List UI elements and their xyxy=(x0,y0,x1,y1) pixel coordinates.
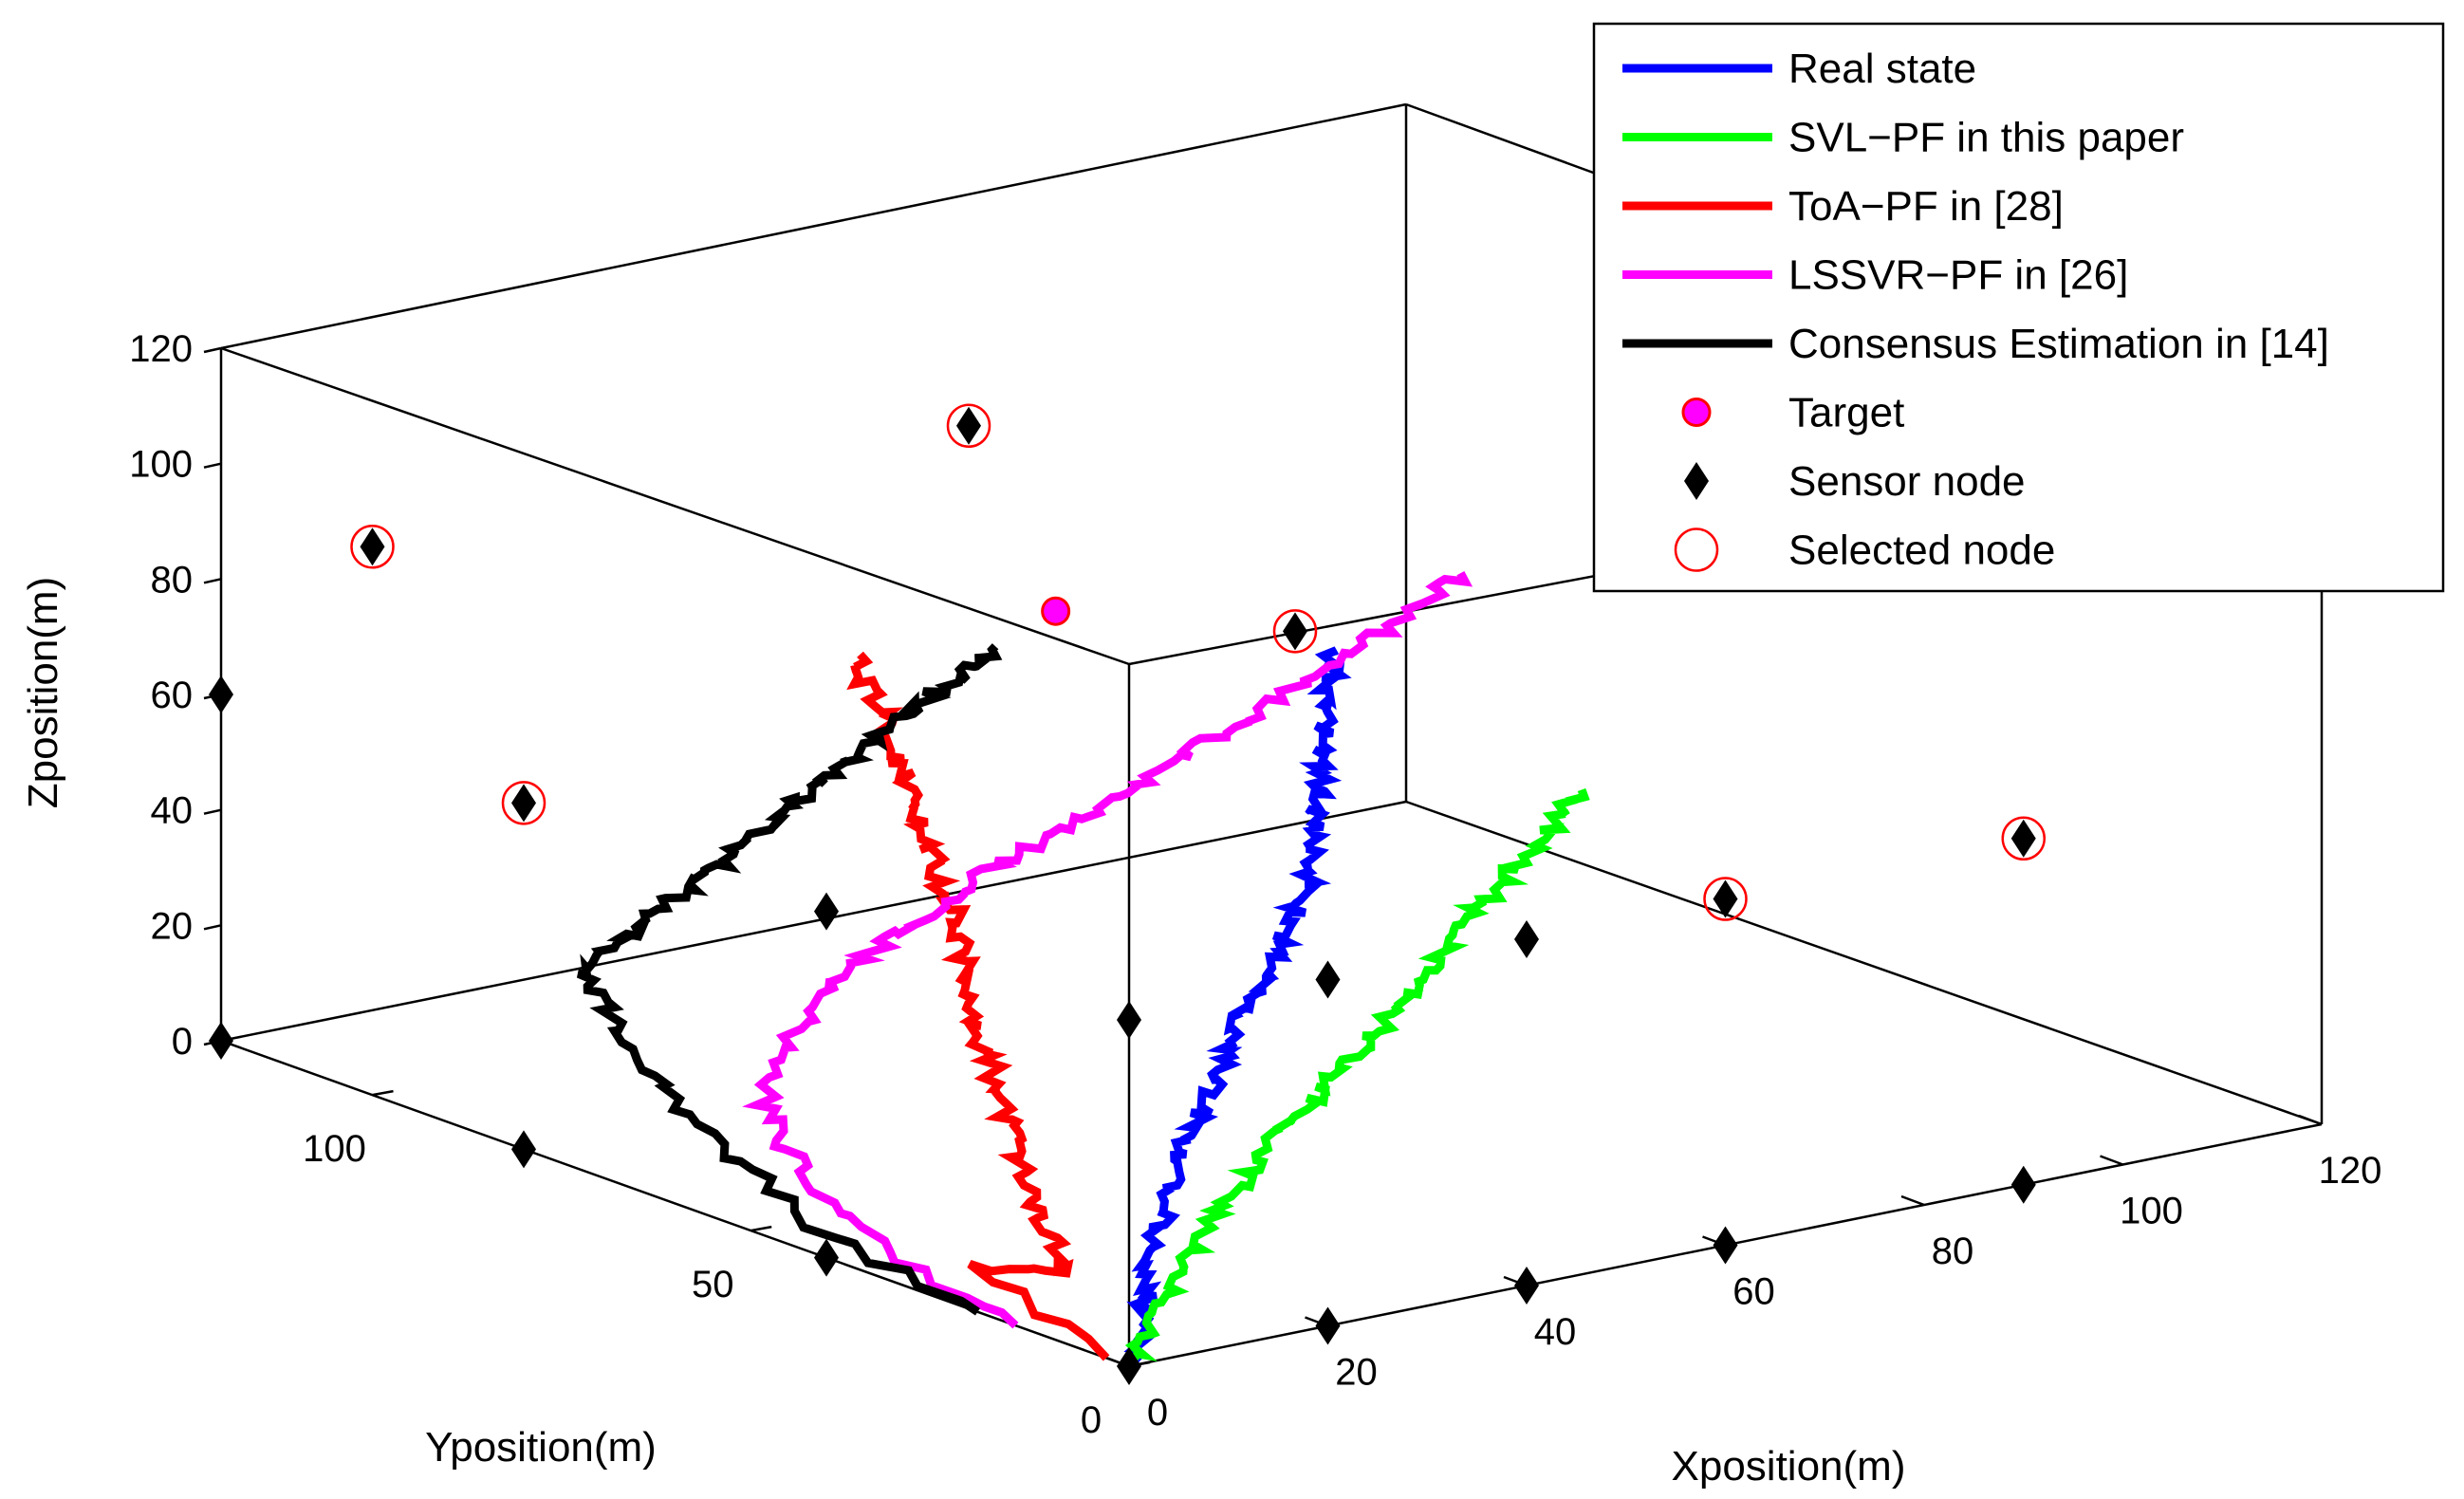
x-axis-label: Xposition(m) xyxy=(1672,1443,1906,1490)
z-axis-label: Zposition(m) xyxy=(20,577,66,809)
legend-label: Consensus Estimation in [14] xyxy=(1788,321,2329,367)
legend-label: LSSVR−PF in [26] xyxy=(1788,252,2128,299)
target-marker xyxy=(1043,598,1069,624)
legend-target-marker xyxy=(1683,399,1710,426)
x-tick-label: 20 xyxy=(1335,1352,1378,1394)
z-tick-label: 80 xyxy=(151,559,194,601)
y-tick-label: 100 xyxy=(303,1128,366,1170)
x-tick-label: 60 xyxy=(1732,1271,1775,1313)
x-tick-label: 0 xyxy=(1147,1392,1168,1434)
z-tick-label: 120 xyxy=(129,328,193,370)
z-tick-label: 20 xyxy=(151,905,194,947)
y-tick-label: 0 xyxy=(1081,1399,1102,1441)
x-tick-label: 120 xyxy=(2319,1150,2382,1192)
z-tick-label: 100 xyxy=(129,444,193,486)
z-tick-label: 0 xyxy=(172,1021,193,1063)
legend-label: SVL−PF in this paper xyxy=(1788,115,2184,161)
chart: 0 20 40 60 80 100 120 0 50 100 0 20 40 60 80 100 120 Zpo… xyxy=(0,0,2464,1499)
legend-box xyxy=(1594,24,2443,591)
z-tick-label: 60 xyxy=(151,675,194,716)
y-tick-label: 50 xyxy=(692,1264,734,1305)
y-axis-label: Yposition(m) xyxy=(425,1424,657,1471)
legend: Real state SVL−PF in this paper ToA−PF in … xyxy=(1594,24,2443,591)
x-tick-label: 80 xyxy=(1932,1231,1974,1272)
legend-label: Selected node xyxy=(1788,527,2055,574)
legend-label: ToA−PF in [28] xyxy=(1788,183,2064,230)
legend-label: Real state xyxy=(1788,46,1976,92)
legend-label: Sensor node xyxy=(1788,458,2026,505)
z-tick-label: 40 xyxy=(151,790,194,832)
legend-label: Target xyxy=(1788,390,1904,436)
x-tick-label: 100 xyxy=(2120,1191,2183,1232)
x-tick-label: 40 xyxy=(1534,1311,1577,1353)
